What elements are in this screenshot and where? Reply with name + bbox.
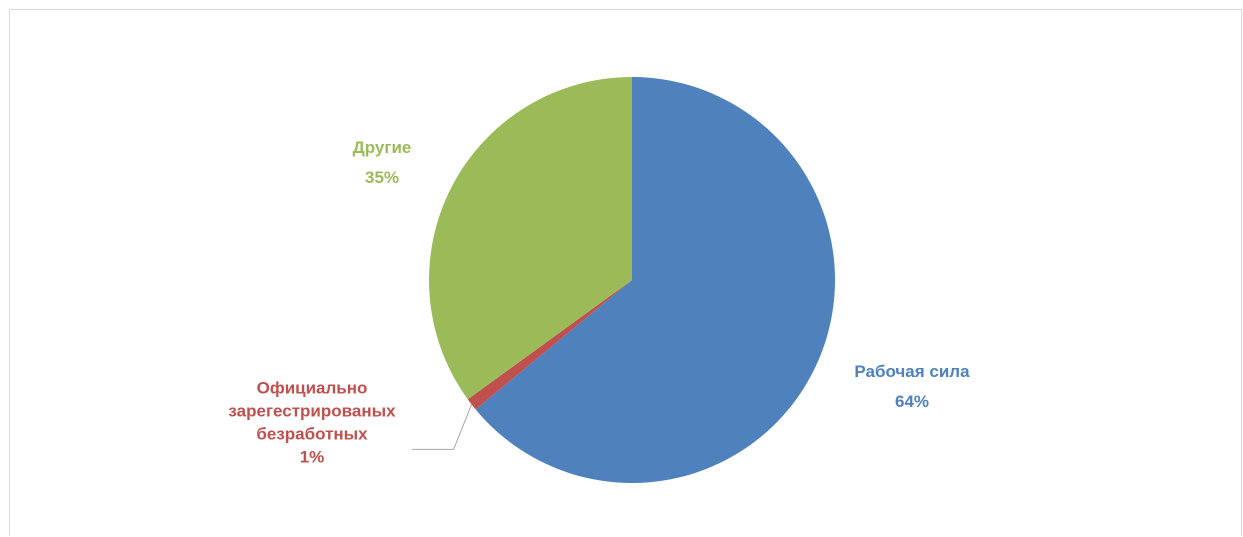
data-label-registered-unemployed-percent: 1% [300,448,325,467]
pie-slice-registered-unemployed [467,280,632,410]
data-label-labor-force-percent: 64% [895,392,929,411]
data-label-others-percent: 35% [365,168,399,187]
pie-chart: Рабочая сила 64% Официально зарегестрирован… [228,77,970,484]
leader-line-registered-unemployed [412,404,473,450]
data-label-others-name: Другие [353,138,412,157]
data-label-registered-unemployed-name: Официально [257,379,368,398]
data-label-labor-force-name: Рабочая сила [854,362,970,381]
pie-slice-others [429,77,632,400]
chart-area: Рабочая сила 64% Официально зарегестрирован… [9,9,1242,536]
data-label-registered-unemployed-name: безработных [256,425,368,444]
pie-slice-labor-force [475,77,836,484]
data-label-registered-unemployed-name: зарегестрированых [228,402,396,421]
